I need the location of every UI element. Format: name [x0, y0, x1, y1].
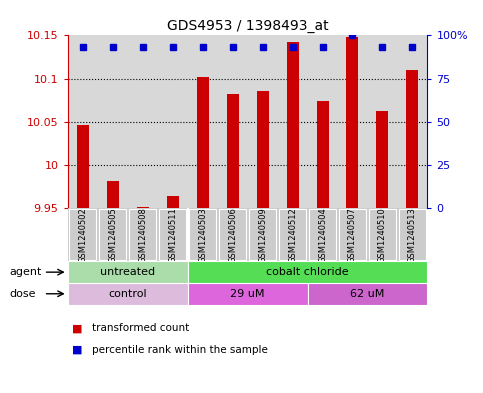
FancyBboxPatch shape — [309, 209, 336, 260]
Bar — [407, 70, 418, 208]
Text: 29 uM: 29 uM — [230, 289, 265, 299]
Bar — [77, 125, 88, 208]
Text: transformed count: transformed count — [92, 323, 189, 333]
FancyBboxPatch shape — [187, 261, 427, 283]
FancyBboxPatch shape — [68, 261, 187, 283]
Text: GSM1240503: GSM1240503 — [198, 207, 207, 263]
Text: ■: ■ — [72, 345, 83, 355]
Text: percentile rank within the sample: percentile rank within the sample — [92, 345, 268, 355]
Bar — [197, 77, 209, 208]
Text: GSM1240506: GSM1240506 — [228, 207, 237, 263]
Text: GSM1240502: GSM1240502 — [78, 207, 87, 263]
FancyBboxPatch shape — [187, 283, 308, 305]
Bar — [227, 94, 239, 208]
FancyBboxPatch shape — [159, 209, 186, 260]
Bar — [107, 181, 119, 208]
Text: GSM1240512: GSM1240512 — [288, 207, 297, 263]
Text: GSM1240504: GSM1240504 — [318, 207, 327, 263]
Text: GSM1240510: GSM1240510 — [378, 207, 387, 263]
Text: agent: agent — [10, 267, 42, 277]
FancyBboxPatch shape — [68, 283, 187, 305]
Bar — [346, 37, 358, 208]
FancyBboxPatch shape — [129, 209, 156, 260]
Text: GSM1240508: GSM1240508 — [138, 207, 147, 263]
Text: control: control — [108, 289, 147, 299]
Bar — [256, 91, 269, 208]
FancyBboxPatch shape — [69, 209, 96, 260]
FancyBboxPatch shape — [369, 209, 396, 260]
Bar — [286, 42, 298, 208]
FancyBboxPatch shape — [308, 283, 427, 305]
FancyBboxPatch shape — [339, 209, 366, 260]
FancyBboxPatch shape — [99, 209, 126, 260]
Text: untreated: untreated — [100, 267, 155, 277]
Text: dose: dose — [10, 289, 36, 299]
FancyBboxPatch shape — [219, 209, 246, 260]
Text: GSM1240511: GSM1240511 — [168, 207, 177, 263]
Text: GSM1240509: GSM1240509 — [258, 207, 267, 263]
Text: GSM1240513: GSM1240513 — [408, 207, 417, 263]
FancyBboxPatch shape — [399, 209, 426, 260]
Text: GSM1240507: GSM1240507 — [348, 207, 357, 263]
FancyBboxPatch shape — [189, 209, 216, 260]
Bar — [316, 101, 328, 208]
Title: GDS4953 / 1398493_at: GDS4953 / 1398493_at — [167, 19, 328, 33]
Text: GSM1240505: GSM1240505 — [108, 207, 117, 263]
Text: 62 uM: 62 uM — [350, 289, 384, 299]
FancyBboxPatch shape — [249, 209, 276, 260]
Text: cobalt chloride: cobalt chloride — [266, 267, 349, 277]
Text: ■: ■ — [72, 323, 83, 333]
Bar — [376, 110, 388, 208]
FancyBboxPatch shape — [279, 209, 306, 260]
Bar — [167, 196, 179, 208]
